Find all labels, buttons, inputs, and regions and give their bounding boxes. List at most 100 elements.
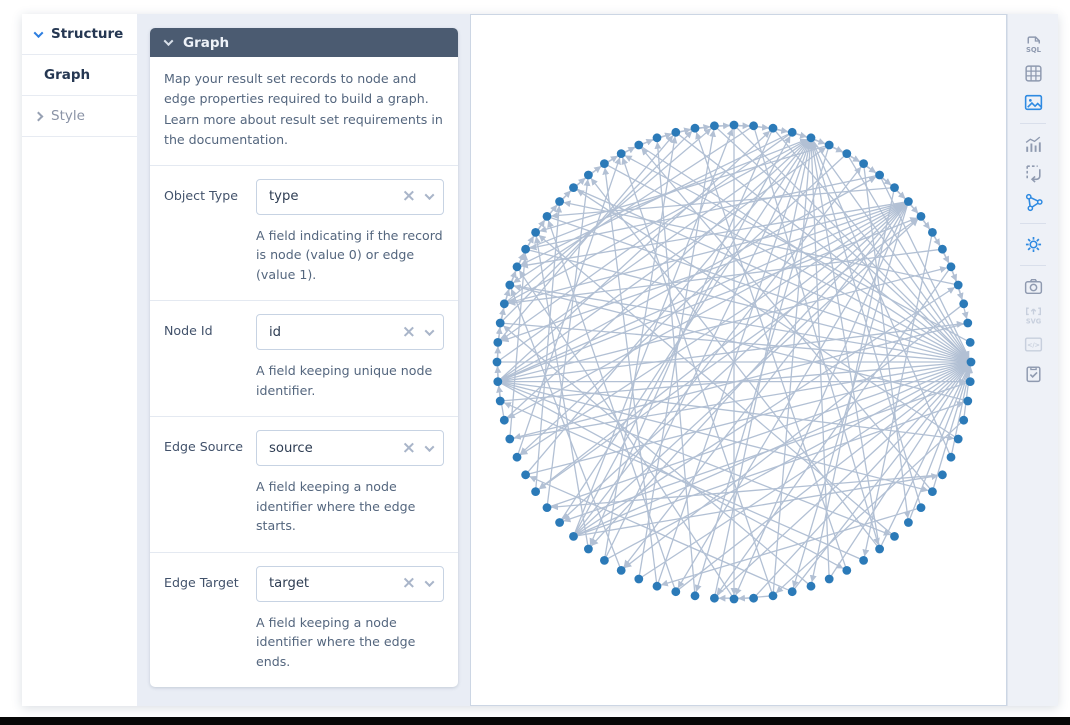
graph-node[interactable] — [690, 591, 700, 601]
graph-node[interactable] — [859, 556, 868, 565]
graph-node[interactable] — [768, 591, 778, 601]
graph-node[interactable] — [600, 556, 609, 565]
graph-node[interactable] — [542, 212, 552, 221]
graph-node[interactable] — [495, 396, 505, 406]
graph-node[interactable] — [875, 544, 884, 554]
sql-icon[interactable]: SQL — [1021, 33, 1045, 57]
graph-node[interactable] — [890, 532, 899, 541]
graph-node[interactable] — [787, 587, 797, 597]
network-graph-icon[interactable] — [1021, 191, 1045, 215]
graph-node[interactable] — [492, 357, 502, 367]
graph-node[interactable] — [671, 127, 681, 137]
graph-node[interactable] — [749, 121, 758, 131]
image-icon[interactable] — [1021, 91, 1045, 115]
clear-icon[interactable]: × — [401, 321, 416, 342]
graph-node[interactable] — [953, 434, 963, 444]
graph-node[interactable] — [671, 587, 681, 597]
graph-node[interactable] — [928, 228, 937, 237]
graph-node[interactable] — [824, 140, 834, 150]
clear-icon[interactable]: × — [401, 573, 416, 594]
graph-node[interactable] — [634, 140, 644, 150]
graph-node[interactable] — [600, 159, 609, 169]
graph-node[interactable] — [965, 338, 975, 347]
graph-node[interactable] — [555, 518, 564, 527]
clipboard-check-icon[interactable] — [1021, 362, 1045, 386]
table-icon[interactable] — [1021, 62, 1045, 86]
graph-node[interactable] — [963, 396, 973, 406]
graph-node[interactable] — [690, 123, 700, 133]
graph-node[interactable] — [495, 318, 505, 328]
camera-icon[interactable] — [1021, 275, 1045, 299]
sidebar-item-structure[interactable]: Structure — [22, 14, 137, 55]
graph-node[interactable] — [749, 593, 758, 603]
object-type-select[interactable]: type × — [256, 178, 444, 215]
graph-node[interactable] — [512, 452, 522, 462]
graph-node[interactable] — [505, 434, 515, 444]
graph-node[interactable] — [768, 123, 778, 133]
clear-icon[interactable]: × — [401, 437, 416, 458]
graph-node[interactable] — [859, 159, 868, 169]
graph-node[interactable] — [521, 244, 530, 254]
graph-node[interactable] — [652, 133, 662, 143]
svg-export-icon[interactable]: SVG — [1021, 304, 1045, 328]
graph-node[interactable] — [842, 149, 852, 159]
clear-icon[interactable]: × — [401, 186, 416, 207]
graph-node[interactable] — [652, 581, 662, 591]
graph-node[interactable] — [824, 574, 834, 584]
graph-node[interactable] — [512, 262, 522, 272]
graph-node[interactable] — [959, 415, 969, 425]
graph-node[interactable] — [916, 503, 926, 512]
graph-node[interactable] — [493, 338, 503, 347]
graph-node[interactable] — [499, 299, 509, 309]
graph-node[interactable] — [963, 318, 973, 328]
graph-nodes[interactable] — [492, 120, 976, 604]
settings-gear-icon[interactable] — [1021, 233, 1045, 257]
graph-node[interactable] — [634, 574, 644, 584]
graph-node[interactable] — [890, 183, 899, 193]
graph-node[interactable] — [493, 377, 503, 386]
graph-node[interactable] — [965, 377, 975, 386]
graph-node[interactable] — [806, 133, 816, 143]
graph-node[interactable] — [729, 594, 739, 604]
graph-node[interactable] — [499, 415, 509, 425]
sidebar-item-graph[interactable]: Graph — [22, 55, 137, 96]
graph-node[interactable] — [555, 197, 564, 206]
graph-node[interactable] — [966, 357, 976, 367]
chevron-down-icon[interactable] — [424, 577, 435, 588]
graph-node[interactable] — [959, 299, 969, 309]
graph-node[interactable] — [505, 280, 515, 290]
graph-node[interactable] — [584, 170, 593, 180]
edge-target-select[interactable]: target × — [256, 565, 444, 602]
chevron-down-icon[interactable] — [424, 325, 435, 336]
graph-node[interactable] — [584, 544, 593, 554]
graph-node[interactable] — [531, 487, 540, 496]
edge-source-select[interactable]: source × — [256, 430, 444, 467]
graph-node[interactable] — [928, 487, 937, 496]
graph-node[interactable] — [938, 244, 947, 254]
graph-node[interactable] — [616, 566, 626, 575]
embed-code-icon[interactable]: </> — [1021, 333, 1045, 357]
graph-node[interactable] — [946, 262, 956, 272]
graph-node[interactable] — [938, 470, 947, 480]
graph-node[interactable] — [531, 228, 540, 237]
graph-node[interactable] — [875, 170, 884, 180]
visualization-canvas[interactable] — [470, 14, 1007, 706]
graph-node[interactable] — [569, 532, 578, 541]
node-id-select[interactable]: id × — [256, 314, 444, 351]
graph-node[interactable] — [710, 121, 719, 131]
chevron-down-icon[interactable] — [424, 190, 435, 201]
graph-node[interactable] — [787, 127, 797, 137]
graph-node[interactable] — [710, 593, 719, 603]
flow-icon[interactable] — [1021, 162, 1045, 186]
chevron-down-icon[interactable] — [424, 441, 435, 452]
graph-node[interactable] — [569, 183, 578, 193]
graph-node[interactable] — [953, 280, 963, 290]
graph-node[interactable] — [904, 197, 913, 206]
graph-node[interactable] — [946, 452, 956, 462]
graph-node[interactable] — [806, 581, 816, 591]
graph-node[interactable] — [521, 470, 530, 480]
graph-node[interactable] — [616, 149, 626, 159]
graph-node[interactable] — [904, 518, 913, 527]
graph-section-header[interactable]: Graph — [150, 28, 458, 57]
graph-node[interactable] — [842, 566, 852, 575]
